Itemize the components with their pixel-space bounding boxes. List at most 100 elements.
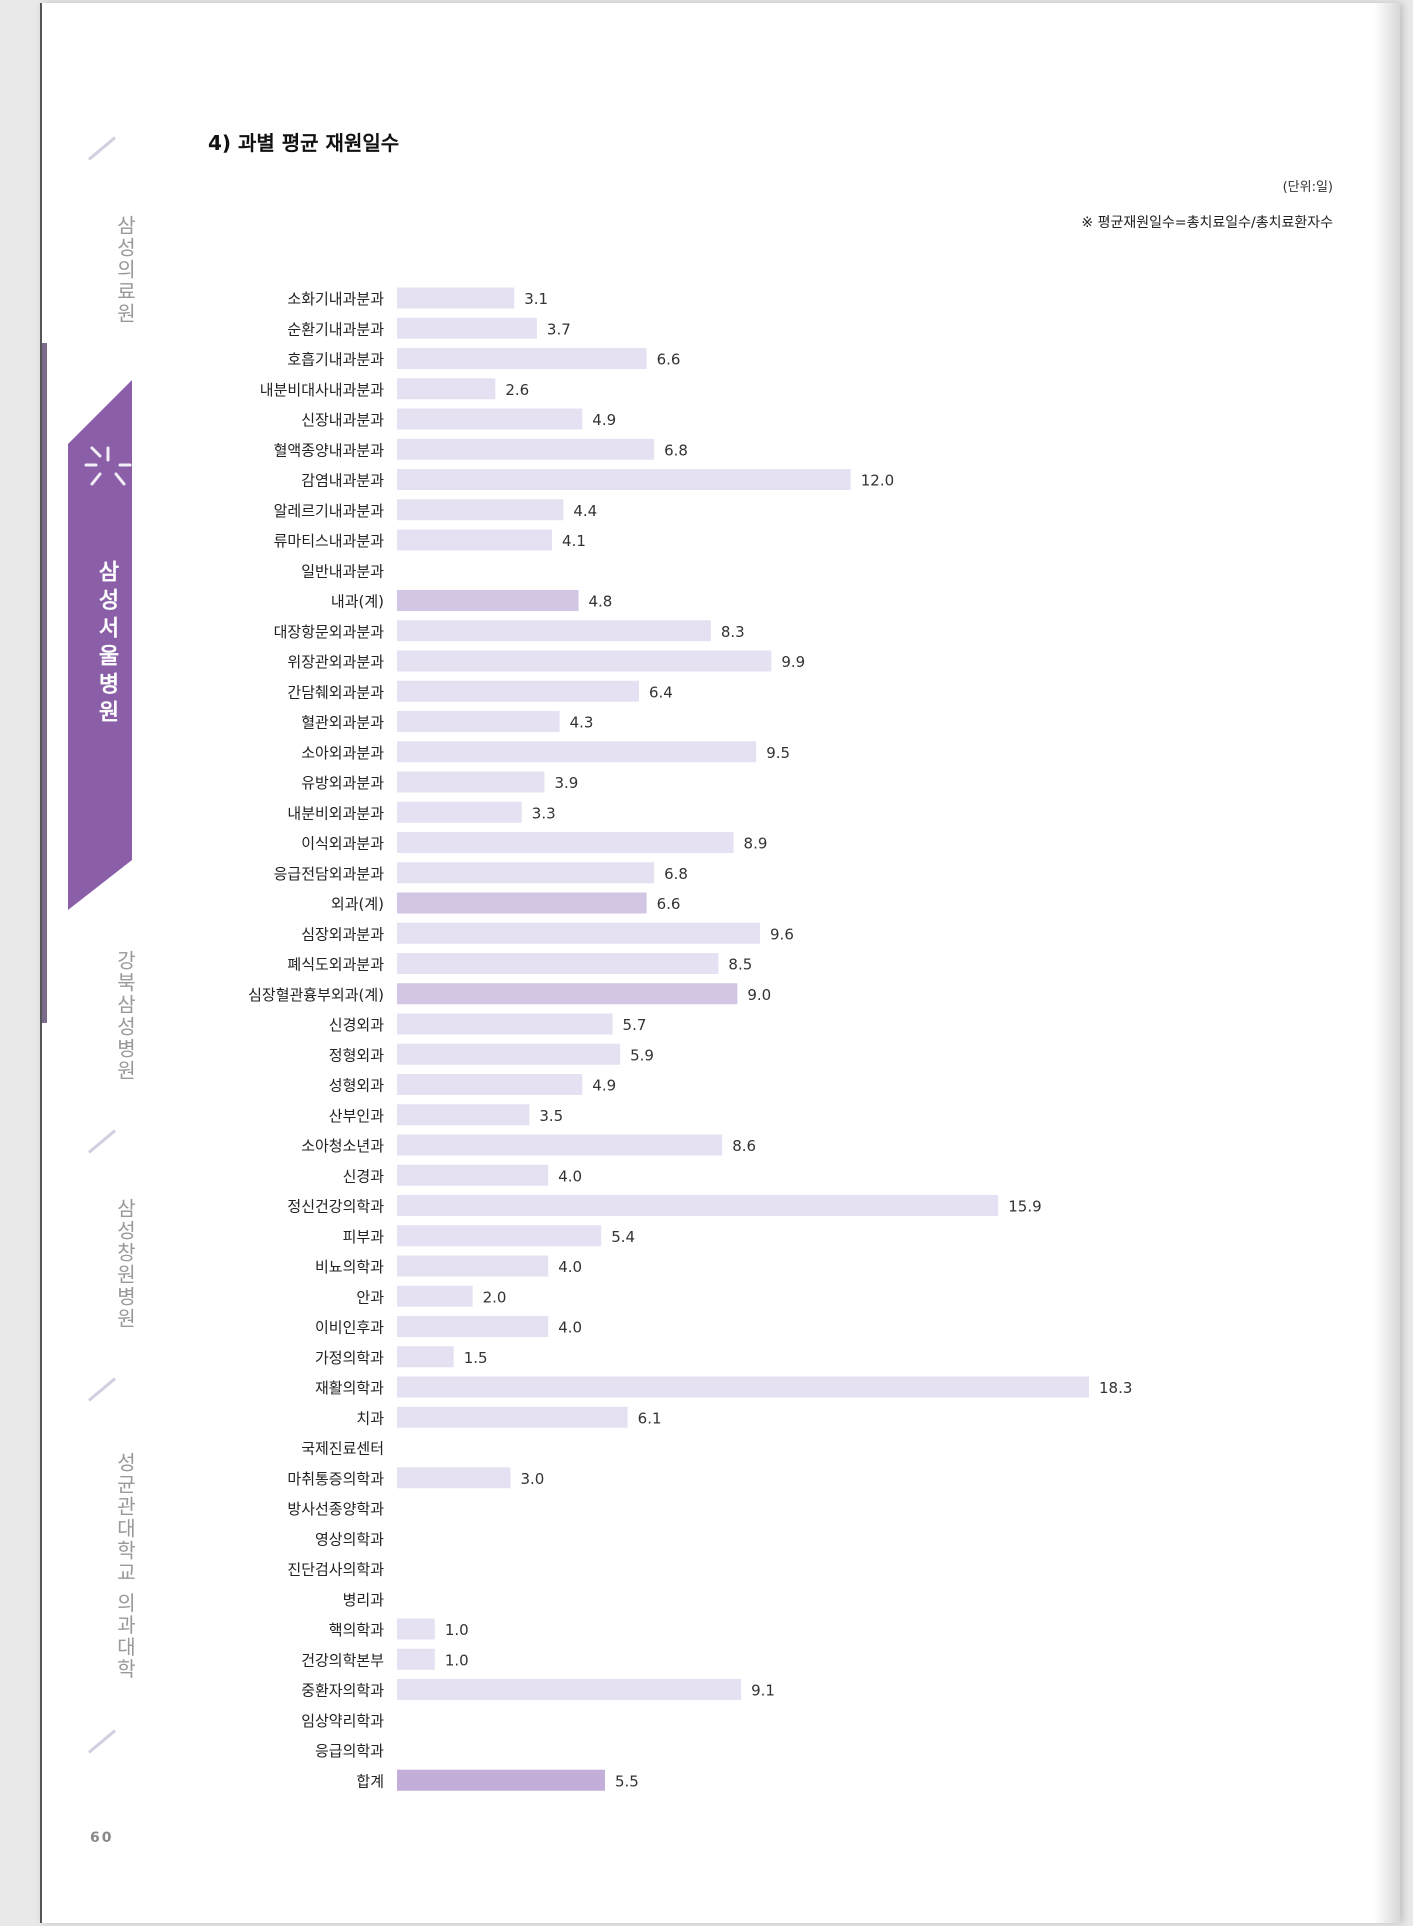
bar — [397, 711, 560, 732]
category-label: 병리과 — [343, 1591, 385, 1609]
bar — [397, 1376, 1089, 1398]
bar — [397, 1164, 549, 1186]
category-label: 감염내과분과 — [301, 472, 384, 490]
value-label: 8.3 — [721, 623, 745, 641]
category-label: 심장혈관흉부외과(계) — [248, 986, 384, 1004]
sidebar-item-kangbuk-samsung[interactable]: 강북삼성병원 — [113, 950, 137, 1082]
category-label: 진단검사의학과 — [287, 1561, 384, 1579]
value-label: 9.1 — [751, 1682, 775, 1700]
value-label: 4.9 — [592, 411, 616, 429]
bar — [397, 1134, 723, 1156]
category-label: 유방외과분과 — [301, 774, 384, 792]
value-label: 8.9 — [744, 835, 768, 853]
value-label: 6.8 — [664, 865, 688, 883]
category-label: 응급전담외과분과 — [274, 865, 385, 883]
category-label: 외과(계) — [331, 895, 384, 913]
bar — [397, 892, 647, 914]
bar — [397, 680, 640, 702]
bar — [397, 1346, 454, 1368]
category-label: 대장항문외과분과 — [274, 623, 385, 641]
bar — [397, 650, 772, 672]
chart-note: ※ 평균재원일수=총치료일수/총치료환자수 — [1081, 215, 1333, 231]
value-label: 4.8 — [589, 593, 613, 611]
bar — [397, 1769, 605, 1791]
bar — [397, 1074, 583, 1095]
category-label: 심장외과분과 — [301, 925, 384, 943]
category-label: 산부인과 — [329, 1107, 384, 1125]
document-page — [40, 3, 1400, 1923]
value-label: 12.0 — [861, 472, 894, 490]
bar — [397, 1104, 530, 1126]
bar — [397, 1225, 602, 1247]
value-label: 9.5 — [766, 744, 790, 762]
category-label: 내분비대사내과분과 — [260, 381, 384, 399]
value-label: 5.4 — [611, 1228, 635, 1246]
bar — [397, 1648, 435, 1670]
bar — [397, 1285, 473, 1307]
bar — [397, 1013, 613, 1035]
category-label: 내분비외과분과 — [287, 804, 384, 822]
category-label: 피부과 — [343, 1228, 385, 1246]
category-label: 정형외과 — [329, 1046, 384, 1064]
value-label: 6.1 — [638, 1409, 662, 1427]
chart-title: 4) 과별 평균 재원일수 — [208, 131, 400, 155]
sidebar-item-samsung-medical[interactable]: 삼성의료원 — [113, 215, 137, 325]
bar — [397, 922, 761, 944]
value-label: 2.0 — [483, 1288, 507, 1306]
value-label: 1.5 — [464, 1349, 488, 1367]
category-label: 건강의학본부 — [301, 1651, 384, 1669]
category-label: 순환기내과분과 — [287, 320, 384, 338]
category-label: 폐식도외과분과 — [287, 956, 384, 974]
category-label: 혈관외과분과 — [301, 714, 384, 732]
value-label: 5.5 — [615, 1772, 639, 1790]
value-label: 6.6 — [657, 351, 681, 369]
category-label: 치과 — [356, 1409, 384, 1427]
category-label: 이비인후과 — [315, 1319, 384, 1337]
bar — [397, 499, 564, 521]
value-label: 3.7 — [547, 320, 571, 338]
value-label: 6.4 — [649, 683, 673, 701]
bar — [397, 801, 522, 823]
bar — [397, 348, 647, 369]
category-label: 간담췌외과분과 — [287, 683, 384, 701]
sidebar-item-samsung-changwon[interactable]: 삼성창원병원 — [113, 1198, 137, 1330]
value-label: 3.5 — [539, 1107, 563, 1125]
value-label: 3.9 — [554, 774, 578, 792]
category-label: 소아청소년과 — [301, 1137, 384, 1155]
bar — [397, 378, 496, 400]
category-label: 신경외과 — [329, 1016, 384, 1034]
value-label: 8.5 — [728, 956, 752, 974]
value-label: 9.0 — [747, 986, 771, 1004]
category-label: 신경과 — [343, 1167, 385, 1185]
category-label: 임상약리학과 — [301, 1712, 384, 1730]
category-label: 재활의학과 — [315, 1379, 384, 1397]
value-label: 4.1 — [562, 532, 586, 550]
sidebar-item-label-active: 삼성서울병원 — [94, 560, 119, 728]
value-label: 4.0 — [558, 1167, 582, 1185]
value-label: 3.3 — [532, 804, 556, 822]
bar — [397, 469, 851, 490]
bar — [397, 1618, 435, 1640]
category-label: 내과(계) — [331, 593, 384, 611]
category-label: 신장내과분과 — [301, 411, 384, 429]
value-label: 2.6 — [505, 381, 529, 399]
category-label: 호흡기내과분과 — [287, 351, 384, 369]
category-label: 성형외과 — [329, 1077, 384, 1095]
bar — [397, 1406, 628, 1428]
page-number: 60 — [90, 1830, 114, 1846]
value-label: 6.8 — [664, 441, 688, 459]
bar — [397, 741, 757, 763]
value-label: 4.9 — [592, 1077, 616, 1095]
value-label: 5.9 — [630, 1046, 654, 1064]
bar — [397, 1255, 549, 1277]
category-label: 소아외과분과 — [301, 744, 384, 762]
category-label: 혈액종양내과분과 — [274, 441, 385, 459]
bar — [397, 408, 583, 430]
sidebar-item-skku-medicine[interactable]: 성균관대학교 의과대학 — [113, 1452, 137, 1681]
value-label: 4.3 — [570, 714, 594, 732]
category-label: 영상의학과 — [315, 1530, 384, 1548]
sidebar-item-samsung-seoul-active[interactable] — [68, 380, 132, 910]
category-label: 합계 — [356, 1772, 384, 1790]
bar — [397, 317, 537, 339]
category-label: 일반내과분과 — [301, 562, 384, 580]
